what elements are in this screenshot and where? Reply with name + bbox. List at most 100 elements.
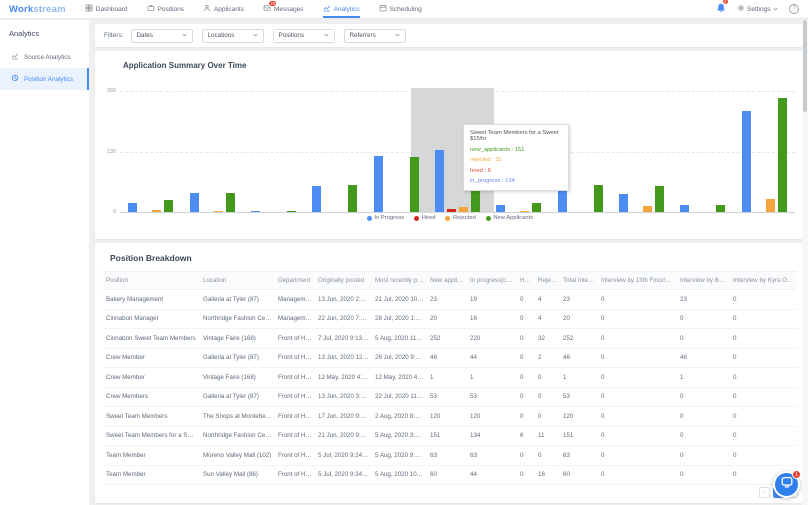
table-cell: Northridge Fashion Center (36) — [200, 309, 275, 329]
bar-rejected[interactable] — [643, 206, 652, 212]
table-cell: Sweet Team Members — [103, 407, 200, 427]
table-cell: Front of House — [275, 329, 315, 349]
bar-rejected[interactable] — [766, 199, 775, 212]
table-cell: 0 — [517, 348, 535, 368]
table-cell: 220 — [467, 329, 517, 349]
legend-item-hired: Hired — [414, 215, 435, 221]
pie-chart-icon — [11, 74, 19, 84]
messages-badge: 19 — [268, 0, 277, 7]
bar-in-progress[interactable] — [742, 111, 751, 212]
bar-rejected[interactable] — [152, 210, 161, 212]
workstream-logo[interactable]: Workstream — [9, 4, 66, 15]
table-cell: 19 — [467, 290, 517, 310]
table-cell: Team Member — [103, 446, 200, 466]
bar-in-progress[interactable] — [251, 211, 260, 212]
gear-icon — [737, 4, 745, 14]
table-header-row: PositionLocationDepartmentOriginally pos… — [103, 272, 797, 290]
table-cell: 0 — [517, 446, 535, 466]
logo-light: stream — [33, 4, 65, 15]
table-cell: Cinnabon Manager — [103, 309, 200, 329]
bar-new-applicants[interactable] — [410, 157, 419, 212]
bar-in-progress[interactable] — [190, 193, 199, 212]
logo-bold: Work — [9, 4, 33, 15]
table-cell: 53 — [427, 387, 467, 407]
table-cell: 0 — [598, 446, 677, 466]
sidebar-item-source-analytics[interactable]: Source Analytics — [0, 46, 89, 68]
bar-rejected[interactable] — [214, 211, 223, 212]
table-cell: Vintage Faire (168) — [200, 329, 275, 349]
table-cell: 5 Aug, 2020 10:15 AM — [372, 465, 427, 485]
table-cell: 0 — [598, 309, 677, 329]
nav-item-scheduling[interactable]: Scheduling — [379, 0, 422, 18]
bar-in-progress[interactable] — [435, 150, 444, 212]
table-cell: Northridge Fashion Center (36) — [200, 426, 275, 446]
table-row: Bakery ManagementGalleria at Tyler (87)M… — [103, 290, 797, 310]
filter-dropdown-locations[interactable]: Locations — [202, 29, 264, 43]
filter-dropdown-dates[interactable]: Dates — [131, 29, 193, 43]
bar-new-applicants[interactable] — [655, 186, 664, 212]
table-cell: 134 — [467, 426, 517, 446]
table-cell: 0 — [598, 465, 677, 485]
bar-rejected[interactable] — [520, 211, 529, 212]
help-button[interactable]: ? — [789, 4, 799, 14]
scrollbar-thumb[interactable] — [803, 20, 807, 112]
bar-in-progress[interactable] — [496, 205, 505, 212]
bar-new-applicants[interactable] — [226, 193, 235, 212]
table-row: Team MemberMoreno Valley Mall (102)Front… — [103, 446, 797, 466]
sidebar-item-position-analytics[interactable]: Position Analytics — [0, 68, 89, 90]
bar-new-applicants[interactable] — [287, 211, 296, 212]
table-cell: 53 — [467, 387, 517, 407]
bar-new-applicants[interactable] — [716, 205, 725, 212]
legend-label: In Progress — [374, 215, 404, 221]
filter-dropdowns: Dates Locations Positions Referrers — [131, 29, 406, 43]
table-cell: 5 Aug, 2020 9:50 AM — [372, 446, 427, 466]
table-cell: 5 Jul, 2020 9:34 PM — [315, 465, 372, 485]
nav-item-positions[interactable]: Positions — [147, 0, 184, 18]
application-summary-card: Application Summary Over Time 0130260 Sw… — [95, 51, 805, 239]
table-cell: 252 — [560, 329, 598, 349]
table-cell: 4 — [535, 309, 560, 329]
table-cell: Vintage Faire (168) — [200, 368, 275, 388]
bar-new-applicants[interactable] — [164, 200, 173, 212]
table-cell: 20 — [560, 309, 598, 329]
table-cell: Front of House — [275, 348, 315, 368]
bar-new-applicants[interactable] — [532, 203, 541, 212]
bar-in-progress[interactable] — [312, 186, 321, 212]
bar-in-progress[interactable] — [680, 205, 689, 212]
line-chart-icon — [11, 52, 19, 62]
bar-in-progress[interactable] — [374, 156, 383, 212]
table-cell: 6 — [517, 426, 535, 446]
settings-menu[interactable]: Settings — [737, 4, 779, 14]
filter-dropdown-referrers[interactable]: Referrers — [344, 29, 406, 43]
bar-new-applicants[interactable] — [594, 185, 603, 212]
bar-rejected[interactable] — [459, 207, 468, 212]
table-cell: 0 — [730, 368, 797, 388]
table-cell: 0 — [677, 426, 730, 446]
nav-item-analytics[interactable]: Analytics — [323, 0, 360, 18]
nav-item-applicants[interactable]: Applicants — [203, 0, 244, 18]
bar-in-progress[interactable] — [619, 194, 628, 212]
column-header-location: Location — [200, 272, 275, 290]
notifications-button[interactable]: 2 — [716, 0, 726, 18]
nav-item-dashboard[interactable]: Dashboard — [85, 0, 128, 18]
table-cell: 0 — [730, 309, 797, 329]
bar-hired[interactable] — [447, 209, 456, 212]
pagination-prev-button[interactable]: ‹ — [759, 487, 770, 498]
table-cell: Sweet Team Members for a Sweet $15/hr — [103, 426, 200, 446]
table-cell: 4 — [535, 290, 560, 310]
table-cell: Team Member — [103, 465, 200, 485]
bar-new-applicants[interactable] — [778, 98, 787, 212]
filter-dropdown-positions[interactable]: Positions — [273, 29, 335, 43]
bar-in-progress[interactable] — [128, 203, 137, 212]
legend-dot — [445, 216, 450, 221]
table-cell: 23 — [560, 290, 598, 310]
legend-label: Hired — [422, 215, 436, 221]
table-cell: 1 — [427, 368, 467, 388]
filter-dropdown-label: Dates — [137, 32, 153, 39]
table-cell: Front of House — [275, 426, 315, 446]
table-cell: Management — [275, 309, 315, 329]
nav-item-messages[interactable]: Messages19 — [263, 0, 304, 18]
chat-launcher-button[interactable]: 1 — [773, 471, 800, 498]
bar-new-applicants[interactable] — [348, 185, 357, 212]
table-cell: 7 Jul, 2020 9:13 PM — [315, 329, 372, 349]
